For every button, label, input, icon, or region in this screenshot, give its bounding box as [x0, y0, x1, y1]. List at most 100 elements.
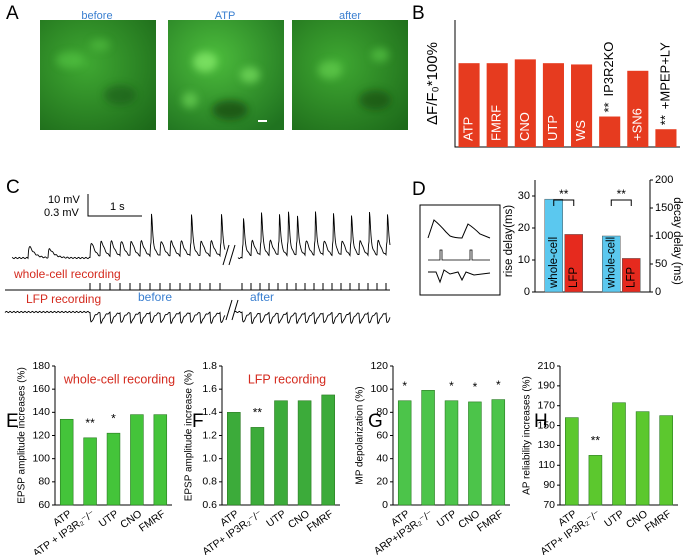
- y-tick-label: 80: [38, 476, 50, 488]
- y-tick-label: 60: [38, 499, 50, 511]
- x-tick-label: FMRF: [137, 508, 168, 535]
- significance: **: [591, 434, 601, 448]
- x-tick-label: UTP: [435, 508, 459, 530]
- category-label: ATP: [461, 117, 476, 141]
- bar: [612, 402, 626, 506]
- condition-label: after: [250, 290, 274, 304]
- x-tick-label: FMRF: [305, 508, 336, 535]
- category-label: IP3R2KO: [601, 42, 616, 97]
- y-tick-label: 1.4: [202, 406, 217, 418]
- y-axis-label: EPSP amplitude increases (%): [17, 367, 28, 504]
- y2-tick-label: 200: [655, 174, 673, 186]
- y-tick-label: 20: [376, 476, 388, 488]
- y2-tick-label: 0: [655, 286, 661, 298]
- series-label: whole-cell: [548, 237, 560, 289]
- trace: [4, 310, 226, 325]
- bar: [659, 415, 673, 506]
- panel-label: A: [6, 3, 19, 24]
- trace: [237, 211, 391, 260]
- y-tick-label: 120: [370, 360, 388, 372]
- bar: [250, 427, 265, 506]
- y-tick-label: 0: [382, 499, 388, 511]
- y-tick-label: 10: [518, 254, 530, 266]
- bar: [397, 400, 412, 506]
- panel-label: B: [412, 3, 425, 24]
- y-tick-label: 20: [518, 222, 530, 234]
- significance: **: [253, 406, 263, 420]
- bar: [622, 258, 641, 293]
- panel-label: E: [6, 411, 19, 432]
- bar: [542, 63, 564, 147]
- bar: [627, 70, 649, 147]
- bar: [565, 417, 579, 506]
- scale-label: 1 s: [110, 201, 125, 213]
- significance: **: [559, 187, 569, 201]
- significance: **: [85, 416, 95, 430]
- bar: [655, 129, 677, 147]
- y2-tick-label: 100: [655, 230, 673, 242]
- y-tick-label: 110: [538, 459, 555, 471]
- bar: [458, 63, 480, 147]
- bar: [227, 412, 241, 506]
- scale-label: 0.3 mV: [44, 207, 80, 219]
- trace: [11, 213, 226, 260]
- significance: **: [601, 102, 616, 112]
- category-label: +MPEP+LY: [657, 42, 672, 109]
- significance: *: [496, 378, 501, 392]
- bar: [599, 116, 621, 147]
- bar: [564, 234, 583, 293]
- significance-bracket: [553, 199, 575, 206]
- x-tick-label: FMRF: [475, 508, 506, 535]
- bar: [544, 198, 563, 293]
- y-tick-label: 130: [537, 439, 555, 451]
- x-tick-label: FMRF: [643, 508, 674, 535]
- chart-title: LFP recording: [248, 372, 326, 386]
- x-tick-label: UTP: [97, 508, 121, 530]
- y-axis-label: EPSP amplitude increase (%): [184, 370, 195, 502]
- y-tick-label: 1.8: [202, 360, 217, 372]
- y-tick-label: 0.6: [202, 499, 217, 511]
- trace: [234, 310, 391, 325]
- significance: *: [402, 379, 407, 393]
- bar: [130, 414, 144, 506]
- image-caption: before: [81, 10, 112, 22]
- y-tick-label: 190: [537, 380, 555, 392]
- inset: [419, 204, 501, 296]
- panel-label: H: [534, 411, 548, 432]
- bar: [588, 455, 603, 506]
- y-axis-label: rise delay(ms): [503, 205, 515, 277]
- y-tick-label: 1.2: [202, 429, 217, 441]
- significance: *: [111, 411, 116, 425]
- y-tick-label: 30: [518, 190, 530, 202]
- y-tick-label: 70: [543, 499, 555, 511]
- y-tick-label: 60: [376, 429, 388, 441]
- y-tick-label: 140: [32, 406, 50, 418]
- y-tick-label: 120: [32, 429, 50, 441]
- panel-label: F: [192, 411, 204, 432]
- y-tick-label: 150: [537, 419, 555, 431]
- category-label: FMRF: [489, 105, 504, 141]
- y2-axis-label: decay delay (ms): [671, 197, 683, 285]
- y-tick-label: 100: [370, 383, 388, 395]
- y-tick-label: 160: [32, 383, 50, 395]
- bar: [491, 399, 506, 506]
- bar: [602, 235, 621, 293]
- bar: [153, 414, 168, 506]
- bar: [444, 400, 459, 506]
- scale-bar: [87, 194, 142, 217]
- significance: *: [449, 379, 454, 393]
- panel-label: D: [412, 179, 426, 200]
- bar: [468, 401, 482, 506]
- image-caption: ATP: [215, 10, 236, 22]
- bar: [321, 394, 335, 506]
- y-tick-label: 1.0: [202, 452, 217, 464]
- bar: [297, 400, 312, 506]
- x-tick-label: UTP: [264, 508, 288, 530]
- bar: [635, 411, 650, 506]
- y2-tick-label: 50: [655, 258, 667, 270]
- micrograph: [168, 20, 284, 130]
- y-tick-label: 100: [32, 452, 50, 464]
- y-axis-label: AP reliability increases (%): [522, 376, 533, 495]
- series-label: LFP: [568, 267, 580, 288]
